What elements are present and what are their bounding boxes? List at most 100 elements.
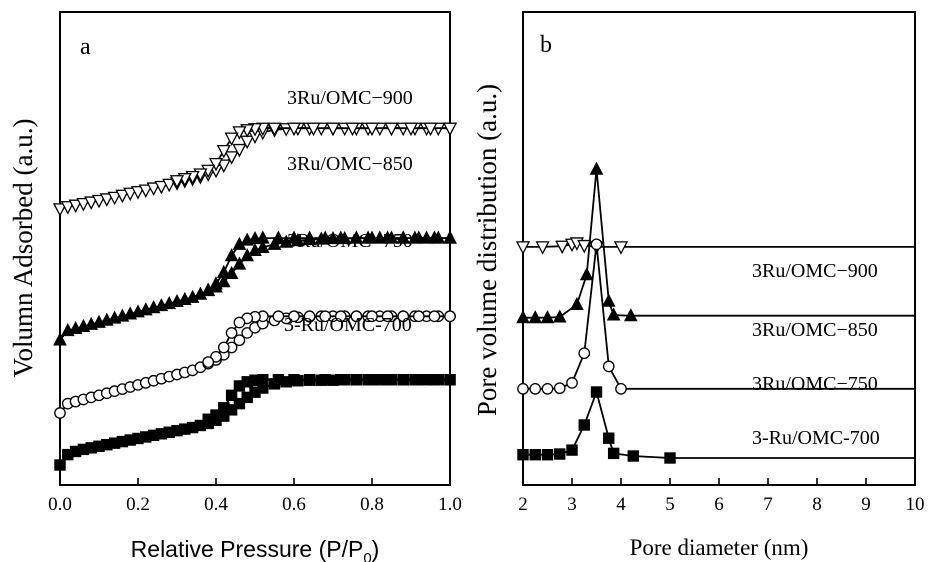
data-point xyxy=(396,230,411,244)
panel-a-x-tick-label: 0.0 xyxy=(48,494,72,515)
data-point xyxy=(381,310,394,323)
data-point xyxy=(427,230,442,244)
data-point xyxy=(444,374,456,386)
panel-a-x-axis: 0.0 0.2 0.4 0.6 0.8 1.0 xyxy=(48,478,462,515)
panel-b-x-axis-title: Pore diameter (nm) xyxy=(630,535,809,560)
data-point xyxy=(555,240,570,255)
data-point xyxy=(578,419,590,431)
data-point xyxy=(613,241,629,255)
data-point xyxy=(579,267,594,281)
panel-a-series xyxy=(53,230,457,346)
data-point xyxy=(443,230,457,244)
data-point xyxy=(216,144,231,159)
data-point xyxy=(590,386,603,398)
data-point xyxy=(146,182,161,196)
data-point xyxy=(225,389,238,402)
data-point xyxy=(384,122,399,137)
panel-b-x-axis: 2 3 4 5 6 7 8 9 10 xyxy=(518,478,925,515)
data-point xyxy=(303,310,316,323)
panel-b-x-tick-label: 6 xyxy=(714,494,724,515)
data-point xyxy=(606,307,621,321)
data-point xyxy=(664,452,676,464)
data-point xyxy=(350,374,363,386)
data-point xyxy=(627,450,639,462)
panel-b: b 2 3 4 5 6 7 8 9 10 3Ru/OMC−9003Ru/OMC−8503Ru/O… xyxy=(472,11,925,560)
panel-b-series-label: 3Ru/OMC−900 xyxy=(752,260,878,282)
data-point xyxy=(202,413,214,425)
panel-a-series-label: 3Ru/OMC−850 xyxy=(287,153,413,175)
data-point xyxy=(365,230,379,244)
panel-a: a 0.0 0.2 0.4 0.6 0.8 1.0 3Ru/OMC−9003Ru/OMC−… xyxy=(8,11,462,562)
data-point xyxy=(138,184,153,199)
panel-b-x-tick-label: 2 xyxy=(518,494,528,515)
panel-a-x-tick-label: 0.8 xyxy=(360,494,384,515)
data-point xyxy=(529,449,541,461)
data-point xyxy=(345,122,360,137)
data-point xyxy=(216,264,231,278)
data-point xyxy=(540,310,555,324)
data-point xyxy=(217,341,230,354)
panel-b-x-tick-label: 9 xyxy=(861,494,871,515)
data-point xyxy=(380,230,395,244)
panel-b-series xyxy=(516,161,915,324)
data-point xyxy=(233,316,246,329)
data-point xyxy=(233,397,246,410)
data-point xyxy=(516,310,530,324)
panel-a-x-tick-label: 0.6 xyxy=(282,494,306,515)
data-point xyxy=(130,186,146,200)
data-point xyxy=(349,230,364,244)
data-point xyxy=(397,374,409,386)
panel-b-series xyxy=(517,386,915,464)
data-point xyxy=(224,151,239,165)
data-point xyxy=(444,310,456,323)
data-point xyxy=(233,334,246,347)
panel-b-y-axis-title: Pore volume distribution (a.u.) xyxy=(472,84,502,416)
data-point xyxy=(225,327,238,339)
data-point xyxy=(366,310,378,323)
data-point xyxy=(570,296,584,310)
data-point xyxy=(288,310,300,323)
data-point xyxy=(623,308,638,322)
data-point xyxy=(232,256,247,270)
panel-b-series-label: 3Ru/OMC−850 xyxy=(752,319,878,341)
data-point xyxy=(554,448,566,460)
data-point xyxy=(566,377,578,389)
data-point xyxy=(589,161,604,175)
data-point xyxy=(529,382,542,395)
data-point xyxy=(413,374,425,386)
data-point xyxy=(603,432,615,444)
data-point xyxy=(515,241,531,255)
data-point xyxy=(302,230,317,244)
data-point xyxy=(318,230,333,244)
data-point xyxy=(76,197,91,212)
data-point xyxy=(517,382,529,395)
data-point xyxy=(99,193,114,207)
data-point xyxy=(412,310,425,323)
data-point xyxy=(208,157,224,172)
data-point xyxy=(535,241,550,255)
data-point xyxy=(272,374,285,386)
data-point xyxy=(84,196,99,210)
panel-b-x-tick-label: 5 xyxy=(665,494,675,515)
data-point xyxy=(364,122,380,137)
panel-a-series xyxy=(54,310,456,419)
data-point xyxy=(423,122,438,137)
panel-a-series xyxy=(52,122,458,217)
data-point xyxy=(428,310,441,323)
data-point xyxy=(319,310,332,323)
panel-a-frame xyxy=(59,11,451,486)
data-point xyxy=(403,122,419,137)
data-point xyxy=(333,230,348,244)
data-point xyxy=(615,382,627,395)
panel-a-x-axis-title: Relative Pressure (P/P0) xyxy=(131,536,380,562)
data-point xyxy=(528,310,543,324)
data-point xyxy=(240,232,255,246)
data-point xyxy=(255,230,270,244)
panel-b-plot-area xyxy=(515,161,915,464)
data-point xyxy=(52,203,68,217)
panel-a-series-label: 3Ru/OMC−750 xyxy=(287,230,413,252)
data-point xyxy=(224,248,239,262)
data-point xyxy=(224,132,239,147)
data-point xyxy=(218,402,230,414)
